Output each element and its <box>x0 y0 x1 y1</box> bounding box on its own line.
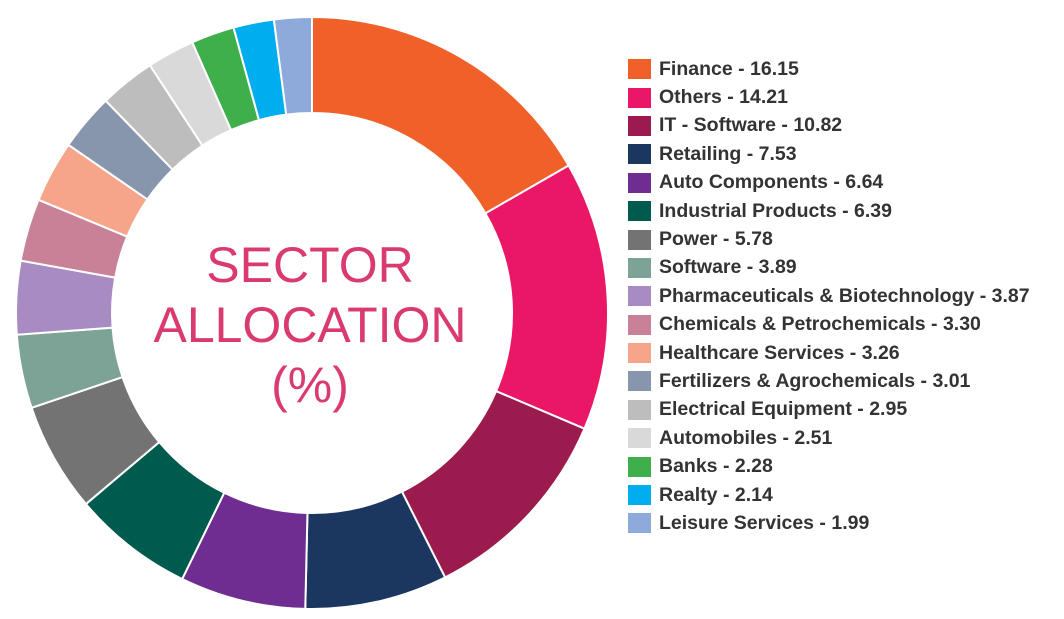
legend-swatch <box>628 229 651 250</box>
donut-chart <box>15 15 609 610</box>
legend-label: IT - Software - 10.82 <box>659 114 843 137</box>
legend-item: Healthcare Services - 3.26 <box>628 339 1064 367</box>
legend-swatch <box>628 286 651 307</box>
legend-swatch <box>628 59 651 80</box>
legend-label: Healthcare Services - 3.26 <box>659 341 900 364</box>
legend-item: Auto Components - 6.64 <box>628 169 1064 197</box>
legend-item: Leisure Services - 1.99 <box>628 509 1064 537</box>
legend-swatch <box>628 144 651 165</box>
legend-swatch <box>628 172 651 193</box>
legend-swatch <box>628 399 651 420</box>
legend-label: Retailing - 7.53 <box>659 142 797 165</box>
legend-item: Chemicals & Petrochemicals - 3.30 <box>628 311 1064 339</box>
legend-swatch <box>628 115 651 136</box>
legend-swatch <box>628 485 651 506</box>
legend-label: Leisure Services - 1.99 <box>659 511 870 534</box>
legend-swatch <box>628 87 651 108</box>
donut-slice-leisure-services <box>272 15 313 116</box>
legend-label: Electrical Equipment - 2.95 <box>659 398 908 421</box>
chart-title: SECTOR ALLOCATION (%) <box>130 235 490 415</box>
legend-item: Automobiles - 2.51 <box>628 424 1064 452</box>
legend-label: Banks - 2.28 <box>659 455 773 478</box>
legend-label: Software - 3.89 <box>659 256 797 279</box>
donut-slice-finance <box>311 15 570 215</box>
legend-item: Industrial Products - 6.39 <box>628 197 1064 225</box>
legend-item: Pharmaceuticals & Biotechnology - 3.87 <box>628 282 1064 310</box>
legend-swatch <box>628 314 651 335</box>
legend-swatch <box>628 371 651 392</box>
legend-swatch <box>628 343 651 364</box>
legend-label: Industrial Products - 6.39 <box>659 199 892 222</box>
chart-title-line-2: ALLOCATION <box>153 297 467 353</box>
legend-item: Electrical Equipment - 2.95 <box>628 396 1064 424</box>
legend-label: Automobiles - 2.51 <box>659 426 833 449</box>
legend-swatch <box>628 513 651 534</box>
legend-item: IT - Software - 10.82 <box>628 112 1064 140</box>
chart-title-line-3: (%) <box>271 357 349 413</box>
legend-label: Finance - 16.15 <box>659 57 799 80</box>
legend-item: Finance - 16.15 <box>628 55 1064 83</box>
legend-label: Auto Components - 6.64 <box>659 171 884 194</box>
legend-label: Pharmaceuticals & Biotechnology - 3.87 <box>659 284 1030 307</box>
legend-item: Others - 14.21 <box>628 83 1064 111</box>
legend-swatch <box>628 456 651 477</box>
legend-item: Realty - 2.14 <box>628 481 1064 509</box>
chart-title-line-1: SECTOR <box>206 237 414 293</box>
chart-legend: Finance - 16.15 Others - 14.21 IT - Softwa… <box>628 55 1064 538</box>
legend-item: Fertilizers & Agrochemicals - 3.01 <box>628 367 1064 395</box>
legend-swatch <box>628 257 651 278</box>
donut-slice-others <box>484 164 609 430</box>
legend-label: Others - 14.21 <box>659 86 788 109</box>
legend-label: Fertilizers & Agrochemicals - 3.01 <box>659 369 971 392</box>
legend-swatch <box>628 201 651 222</box>
legend-label: Realty - 2.14 <box>659 483 773 506</box>
legend-label: Chemicals & Petrochemicals - 3.30 <box>659 313 981 336</box>
legend-label: Power - 5.78 <box>659 228 773 251</box>
legend-item: Banks - 2.28 <box>628 452 1064 480</box>
legend-item: Retailing - 7.53 <box>628 140 1064 168</box>
legend-item: Power - 5.78 <box>628 225 1064 253</box>
legend-swatch <box>628 428 651 449</box>
legend-item: Software - 3.89 <box>628 254 1064 282</box>
